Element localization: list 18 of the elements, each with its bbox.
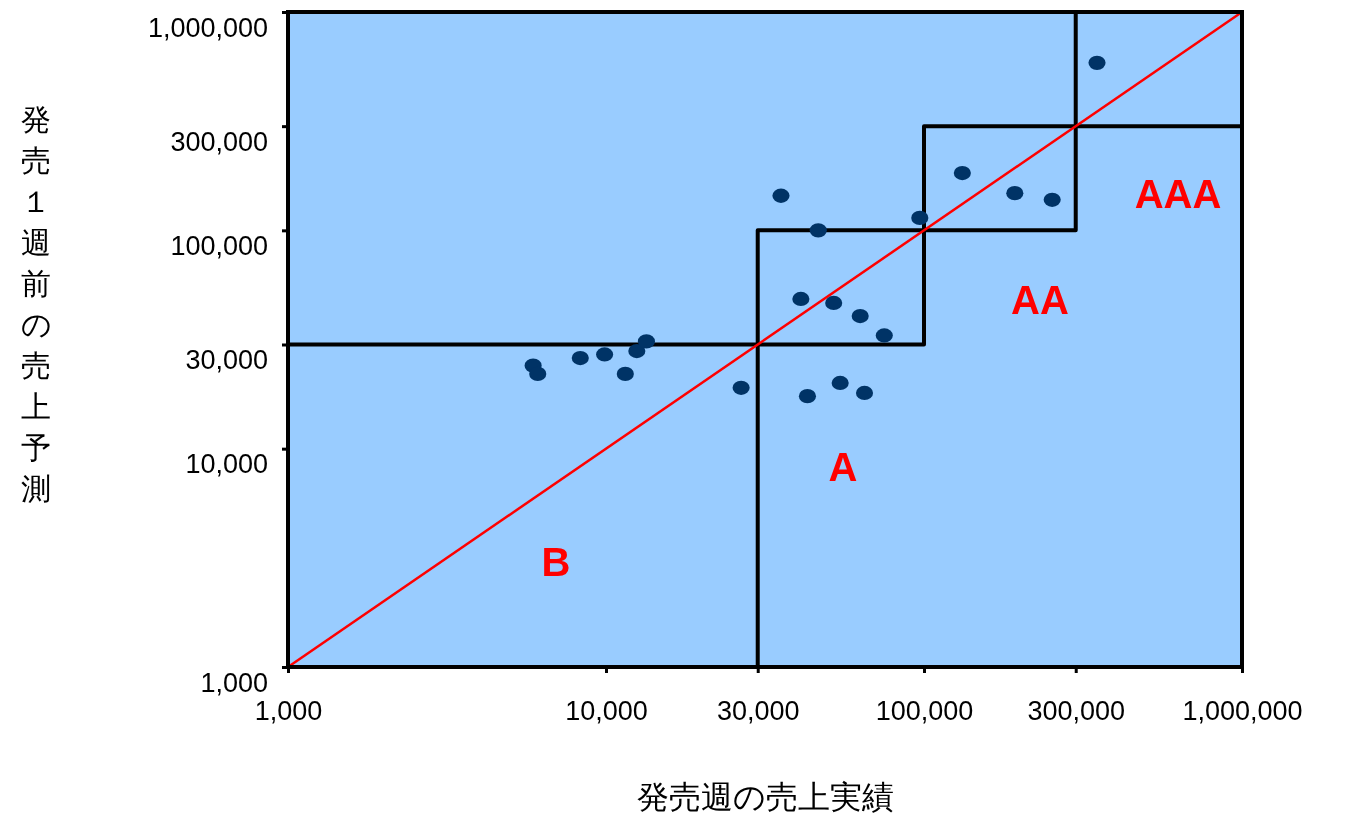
annotation: AAA <box>1134 171 1222 216</box>
y-tick-label: 30,000 <box>185 345 268 376</box>
y-tick-label: 100,000 <box>170 231 268 262</box>
x-tick-label: 30,000 <box>716 696 800 727</box>
x-tick-label: 100,000 <box>875 696 974 727</box>
y-tick-label: 1,000,000 <box>147 12 268 43</box>
annotation: AA <box>1011 277 1069 322</box>
x-tick-label: 1,000 <box>254 696 323 727</box>
x-axis-title: 発売週の売上実績 <box>636 778 894 815</box>
x-tick-label: 1,000,000 <box>1182 696 1303 727</box>
x-tick-label: 10,000 <box>565 696 648 727</box>
annotation: B <box>541 539 571 584</box>
annotation: A <box>828 444 858 489</box>
y-tick-label: 10,000 <box>185 449 268 480</box>
y-tick-label: 1,000 <box>200 667 268 698</box>
text: 発売１週前の売上予測 <box>20 102 52 506</box>
y-tick-label: 300,000 <box>170 126 268 157</box>
x-tick-label: 300,000 <box>1027 696 1126 727</box>
